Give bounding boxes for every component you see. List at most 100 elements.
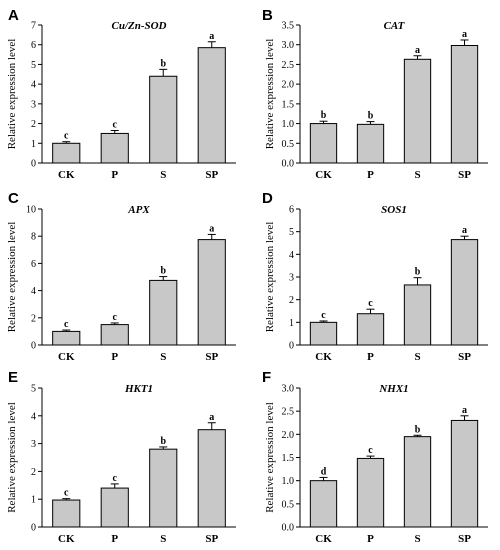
y-tick-label: 3 [289,273,294,284]
y-tick-label: 7 [31,21,36,32]
panel-letter: D [262,190,273,207]
bar-ck [309,321,338,346]
bar-ck [52,142,81,164]
y-tick-label: 2.0 [282,80,295,91]
x-tick-label: P [367,533,374,545]
bar-p [356,457,385,528]
y-tick-label: 2.5 [282,407,295,418]
bar-s [403,436,432,528]
y-tick-label: 1.5 [282,99,295,110]
y-axis-label: Relative expression level [264,39,276,150]
panel-title: APX [127,204,150,216]
y-tick-label: 4 [31,286,36,297]
y-tick-label: 6 [289,205,294,216]
y-tick-label: 5 [31,384,36,395]
significance-letter: a [462,225,467,236]
significance-letter: a [209,31,214,42]
bar-ck [309,123,338,164]
x-tick-label: CK [315,169,332,181]
bar-sp [197,429,226,528]
panel-b: B CAT Relative expression level 0.0 0.5 1.0 1.… [262,7,488,181]
y-tick-label: 5 [31,60,36,71]
y-tick-label: 4 [31,411,36,422]
y-tick-label: 6 [31,259,36,270]
x-tick-label: SP [205,351,218,363]
x-tick-label: P [111,169,118,181]
y-tick-label: 2 [31,313,36,324]
y-tick-label: 1 [289,318,294,329]
panel-d: D SOS1 Relative expression level 0 1 2 3 4 5 6 c CK… [262,190,488,363]
bar-s [149,448,178,528]
y-tick-label: 0.5 [282,499,295,510]
x-tick-label: CK [58,169,75,181]
panel-title: NHX1 [378,383,408,395]
significance-letter: b [160,436,166,447]
y-tick-label: 10 [26,205,36,216]
y-tick-label: 2.5 [282,60,295,71]
panel-letter: B [262,7,273,24]
significance-letter: c [368,445,373,456]
bar-sp [450,45,479,164]
x-tick-label: CK [315,533,332,545]
y-tick-label: 0.0 [282,523,295,534]
x-tick-label: CK [58,351,75,363]
panel-e: E HKT1 Relative expression level 0 1 2 3 4 5 c CK c… [6,369,236,545]
bar-s [149,279,178,346]
bar-p [100,487,129,528]
bar-ck [309,480,338,528]
x-tick-label: S [160,169,166,181]
panel-letter: A [8,7,19,24]
panel-letter: F [262,369,271,386]
x-tick-label: CK [58,533,75,545]
bar-sp [197,47,226,164]
x-tick-label: S [414,533,420,545]
y-tick-label: 2 [31,467,36,478]
significance-letter: b [368,111,374,122]
significance-letter: c [113,119,118,130]
significance-letter: a [209,412,214,423]
significance-letter: b [415,267,421,278]
y-tick-label: 3 [31,439,36,450]
significance-letter: c [113,473,118,484]
y-tick-label: 0.5 [282,139,295,150]
significance-letter: c [113,312,118,323]
y-tick-label: 3.0 [282,40,295,51]
x-tick-label: P [111,351,118,363]
y-tick-label: 0 [289,341,294,352]
y-tick-label: 1 [31,495,36,506]
panel-title: HKT1 [124,383,153,395]
y-tick-label: 0.0 [282,159,295,170]
x-tick-label: SP [205,169,218,181]
bar-sp [197,239,226,346]
significance-letter: a [209,223,214,234]
y-axis-label: Relative expression level [264,402,276,513]
x-tick-label: SP [205,533,218,545]
y-tick-label: 4 [31,80,36,91]
bar-ck [52,330,81,346]
y-axis-label: Relative expression level [264,222,276,333]
y-tick-label: 2.0 [282,430,295,441]
y-tick-label: 1.0 [282,119,295,130]
panel-title: SOS1 [381,204,407,216]
bar-s [403,284,432,346]
y-tick-label: 3 [31,99,36,110]
bar-p [356,123,385,164]
x-tick-label: P [111,533,118,545]
bar-s [403,58,432,164]
significance-letter: c [64,319,69,330]
y-axis-label: Relative expression level [6,222,18,333]
x-tick-label: S [160,533,166,545]
panel-f: F NHX1 Relative expression level 0.0 0.5 1.0 1… [262,369,488,545]
bar-p [356,313,385,346]
y-tick-label: 8 [31,232,36,243]
x-tick-label: CK [315,351,332,363]
y-tick-label: 4 [289,250,294,261]
significance-letter: d [321,466,327,477]
x-tick-label: S [414,169,420,181]
y-tick-label: 2 [31,119,36,130]
significance-letter: b [321,110,327,121]
x-tick-label: SP [458,169,471,181]
panel-letter: C [8,190,19,207]
y-tick-label: 2 [289,295,294,306]
